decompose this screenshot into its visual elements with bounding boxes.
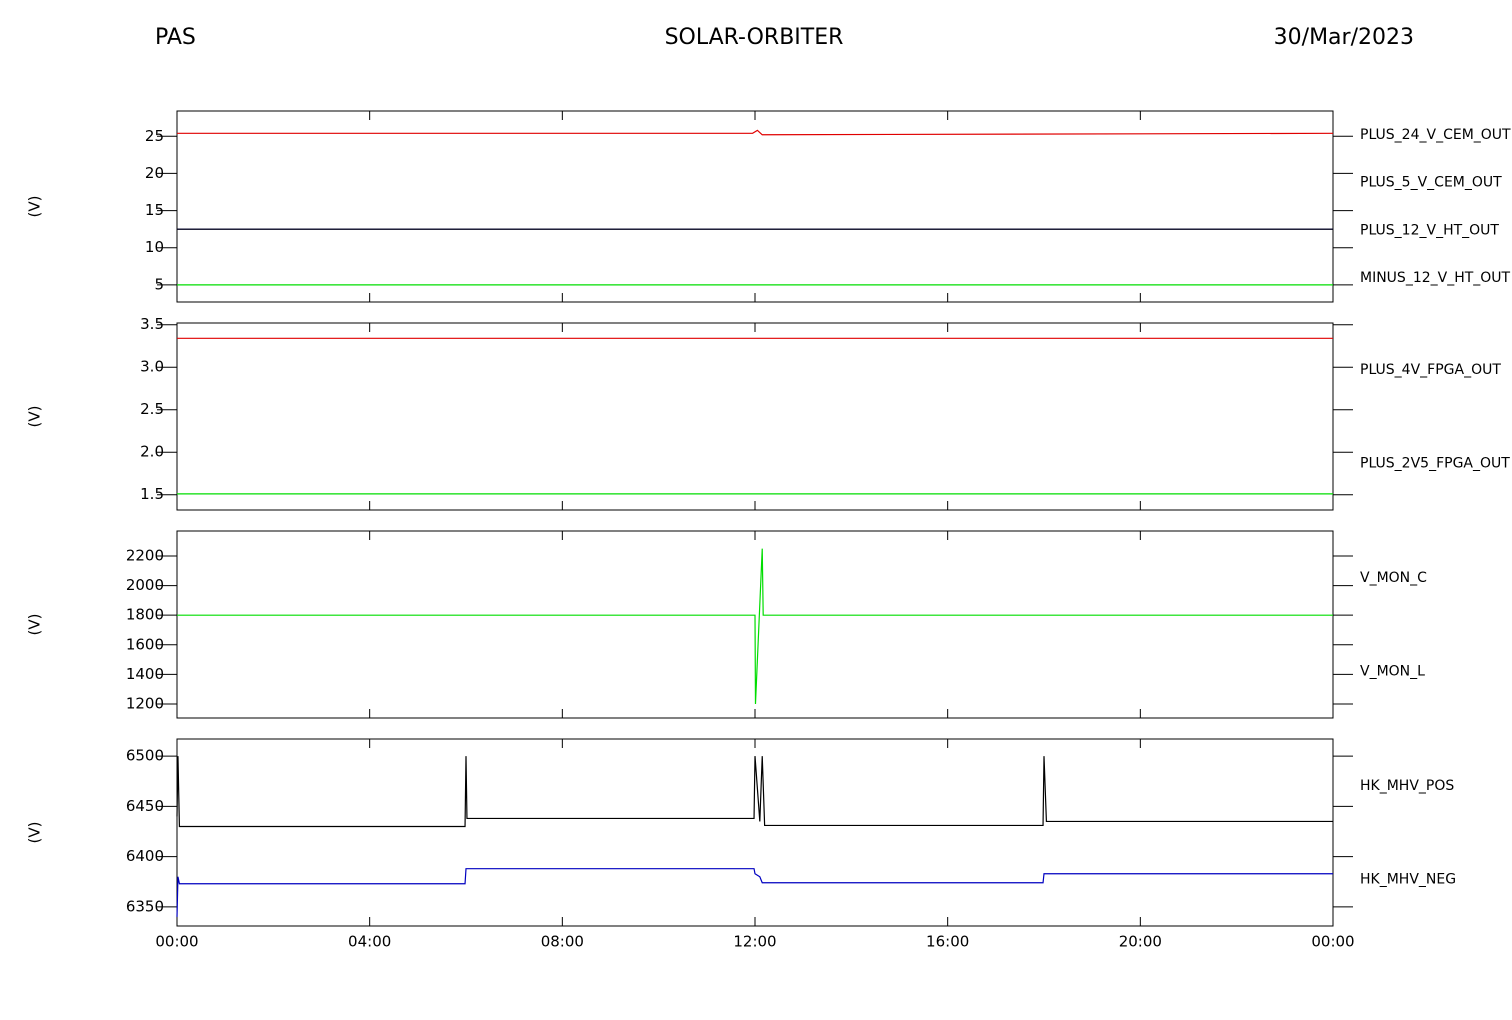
y-tick-label: 2.0 bbox=[140, 443, 164, 461]
x-tick-label: 04:00 bbox=[348, 933, 391, 951]
y-tick-label: 2200 bbox=[126, 547, 164, 565]
legend-label: V_MON_L bbox=[1360, 663, 1425, 679]
header-left: PAS bbox=[155, 25, 196, 50]
header-date: 30/Mar/2023 bbox=[1274, 25, 1414, 50]
series-line bbox=[177, 548, 1333, 704]
legend-label: PLUS_5_V_CEM_OUT bbox=[1360, 175, 1502, 191]
y-tick-label: 25 bbox=[145, 127, 164, 145]
series-line bbox=[176, 868, 1333, 917]
legend-label: HK_MHV_POS bbox=[1360, 778, 1454, 794]
y-tick-label: 6450 bbox=[126, 797, 164, 815]
y-tick-label: 3.5 bbox=[140, 315, 164, 333]
y-tick-label: 1.5 bbox=[140, 485, 164, 503]
legend-label: PLUS_4V_FPGA_OUT bbox=[1360, 362, 1501, 378]
x-tick-label: 16:00 bbox=[926, 933, 969, 951]
legend-label: PLUS_24_V_CEM_OUT bbox=[1360, 127, 1511, 143]
legend-label: PLUS_2V5_FPGA_OUT bbox=[1360, 455, 1510, 471]
x-tick-label: 12:00 bbox=[733, 933, 776, 951]
y-tick-label: 20 bbox=[145, 164, 164, 182]
y-tick-label: 2.5 bbox=[140, 400, 164, 418]
legend-label: HK_MHV_NEG bbox=[1360, 871, 1456, 887]
y-tick-label: 5 bbox=[154, 275, 164, 293]
x-tick-label: 00:00 bbox=[155, 933, 198, 951]
y-tick-label: 6500 bbox=[126, 747, 164, 765]
y-axis-label: (V) bbox=[26, 614, 44, 636]
x-tick-label: 20:00 bbox=[1119, 933, 1162, 951]
y-tick-label: 1200 bbox=[126, 694, 164, 712]
y-tick-label: 6400 bbox=[126, 847, 164, 865]
header-title: SOLAR-ORBITER bbox=[665, 25, 844, 50]
y-tick-label: 6350 bbox=[126, 897, 164, 915]
plot-frame bbox=[176, 110, 1334, 303]
series-line bbox=[176, 756, 1333, 828]
y-tick-label: 1800 bbox=[126, 606, 164, 624]
legend-label: MINUS_12_V_HT_OUT bbox=[1360, 270, 1511, 286]
y-axis-label: (V) bbox=[26, 406, 44, 428]
legend-label: V_MON_C bbox=[1360, 570, 1427, 586]
legend-label: PLUS_12_V_HT_OUT bbox=[1360, 222, 1499, 238]
y-tick-label: 1600 bbox=[126, 635, 164, 653]
y-tick-label: 15 bbox=[145, 201, 164, 219]
plot-frame bbox=[176, 322, 1334, 511]
y-tick-label: 1400 bbox=[126, 665, 164, 683]
y-tick-label: 2000 bbox=[126, 576, 164, 594]
y-tick-label: 10 bbox=[145, 238, 164, 256]
y-axis-label: (V) bbox=[26, 196, 44, 218]
x-tick-label: 00:00 bbox=[1311, 933, 1354, 951]
x-tick-label: 08:00 bbox=[541, 933, 584, 951]
y-axis-label: (V) bbox=[26, 822, 44, 844]
y-tick-label: 3.0 bbox=[140, 358, 164, 376]
series-line bbox=[177, 129, 1334, 136]
